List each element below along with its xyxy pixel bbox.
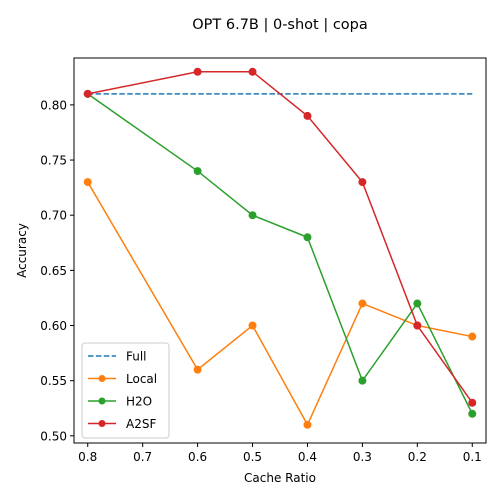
x-axis-title: Cache Ratio [244, 471, 316, 485]
plot-marks [83, 67, 477, 429]
data-point-h2o [413, 299, 422, 308]
x-tick-label: 0.2 [408, 450, 427, 464]
data-point-local [358, 299, 367, 308]
data-point-a2sf [248, 67, 257, 76]
data-point-local [468, 332, 477, 341]
data-point-a2sf [468, 398, 477, 407]
data-point-a2sf [83, 89, 92, 98]
data-point-a2sf [303, 111, 312, 120]
data-point-a2sf [358, 178, 367, 187]
y-axis: 0.50 0.55 0.60 0.65 0.70 0.75 0.80 [40, 98, 74, 443]
x-tick-label: 0.5 [243, 450, 262, 464]
chart-title: OPT 6.7B | 0-shot | copa [192, 17, 368, 33]
x-tick-label: 0.4 [298, 450, 317, 464]
data-point-h2o [193, 167, 202, 176]
legend-label-full: Full [126, 350, 147, 364]
data-point-h2o [468, 409, 477, 418]
data-point-h2o [358, 376, 367, 385]
x-tick-label: 0.7 [133, 450, 152, 464]
data-point-local [83, 178, 92, 187]
data-point-h2o [248, 211, 257, 220]
legend-box [81, 342, 170, 439]
data-point-local [303, 420, 312, 429]
plot-frame [73, 57, 487, 444]
y-tick-label: 0.75 [40, 154, 67, 168]
legend-marker-a2sf [98, 420, 106, 427]
x-axis: 0.8 0.7 0.6 0.5 0.4 0.3 0.2 0.1 [78, 443, 482, 464]
x-tick-label: 0.1 [463, 450, 482, 464]
y-tick-label: 0.80 [40, 98, 67, 112]
y-tick-label: 0.70 [40, 209, 67, 223]
data-point-a2sf [413, 321, 422, 330]
legend: Full Local H2O A2SF [81, 342, 170, 439]
legend-marker-h2o [98, 397, 106, 405]
data-point-a2sf [193, 67, 202, 76]
legend-label-h2o: H2O [126, 395, 152, 409]
legend-marker-local [98, 375, 106, 382]
y-tick-label: 0.50 [40, 429, 67, 443]
data-point-local [248, 321, 257, 330]
legend-label-local: Local [126, 372, 157, 386]
data-point-local [193, 365, 202, 374]
legend-label-a2sf: A2SF [126, 417, 156, 431]
x-tick-label: 0.6 [188, 450, 207, 464]
x-tick-label: 0.3 [353, 450, 372, 464]
data-point-h2o [303, 233, 312, 242]
x-tick-label: 0.8 [78, 450, 97, 464]
y-tick-label: 0.65 [40, 264, 67, 278]
y-tick-label: 0.60 [40, 319, 67, 333]
y-tick-label: 0.55 [40, 374, 67, 388]
y-axis-title: Accuracy [15, 223, 29, 278]
